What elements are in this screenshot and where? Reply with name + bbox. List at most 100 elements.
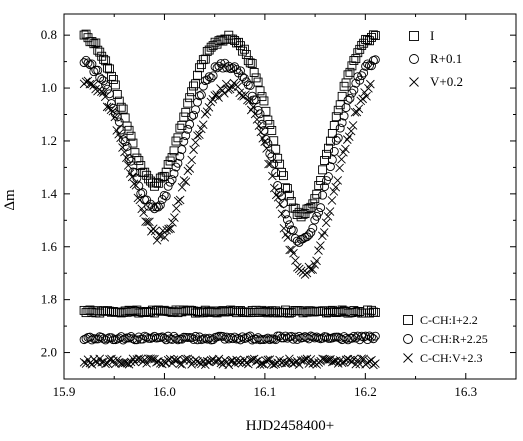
data-point bbox=[289, 248, 298, 258]
data-point bbox=[153, 202, 163, 212]
data-point bbox=[185, 119, 195, 129]
data-point bbox=[267, 125, 277, 135]
data-point bbox=[341, 78, 351, 88]
data-point bbox=[118, 104, 128, 114]
data-point bbox=[341, 355, 351, 365]
data-point bbox=[148, 354, 157, 364]
plot-border bbox=[63, 13, 517, 380]
data-point bbox=[262, 144, 271, 153]
data-point bbox=[266, 159, 275, 169]
data-point bbox=[362, 92, 371, 101]
data-point bbox=[345, 93, 355, 103]
data-point bbox=[239, 44, 249, 54]
data-point bbox=[346, 126, 356, 136]
data-point bbox=[146, 354, 155, 364]
data-point bbox=[110, 112, 120, 122]
data-point bbox=[282, 215, 292, 225]
plot-frame bbox=[63, 13, 517, 380]
data-point bbox=[183, 98, 193, 108]
series-4 bbox=[79, 331, 380, 345]
data-point bbox=[251, 357, 261, 366]
data-point bbox=[154, 230, 164, 240]
data-point bbox=[91, 38, 101, 48]
data-point bbox=[361, 61, 371, 71]
data-point bbox=[267, 152, 277, 162]
series-2 bbox=[79, 76, 375, 279]
data-point bbox=[110, 80, 120, 90]
y-tick-label: 2.0 bbox=[41, 345, 57, 360]
legend-lower-symbol-0 bbox=[403, 315, 413, 325]
data-point bbox=[312, 189, 322, 199]
data-point bbox=[322, 149, 331, 159]
data-point bbox=[345, 67, 355, 77]
data-point bbox=[230, 62, 240, 72]
data-point bbox=[284, 220, 294, 230]
data-point bbox=[191, 105, 200, 115]
data-point bbox=[329, 121, 339, 130]
data-point bbox=[337, 91, 347, 101]
data-point bbox=[116, 102, 126, 112]
x-tick-label: 16.3 bbox=[454, 384, 477, 399]
data-point bbox=[177, 120, 187, 130]
data-point bbox=[181, 131, 191, 141]
data-point bbox=[132, 335, 142, 345]
data-point bbox=[250, 109, 260, 119]
data-point bbox=[364, 84, 373, 93]
data-point bbox=[316, 241, 325, 250]
data-point bbox=[114, 117, 124, 127]
data-point bbox=[257, 359, 267, 368]
data-point bbox=[269, 183, 279, 193]
data-point bbox=[339, 81, 349, 91]
legend-upper-symbols bbox=[409, 31, 419, 87]
data-point bbox=[320, 182, 329, 192]
data-point bbox=[253, 77, 263, 87]
data-point bbox=[202, 107, 212, 116]
data-point bbox=[226, 356, 236, 366]
data-point bbox=[273, 358, 282, 368]
data-point bbox=[248, 102, 258, 112]
data-point bbox=[175, 195, 185, 205]
data-point bbox=[195, 130, 204, 140]
data-point bbox=[179, 176, 189, 185]
data-point bbox=[198, 81, 208, 91]
data-point bbox=[166, 224, 175, 233]
data-point bbox=[349, 56, 359, 65]
data-point bbox=[87, 335, 97, 345]
data-point bbox=[306, 202, 316, 212]
data-point bbox=[134, 354, 144, 364]
data-point bbox=[120, 147, 129, 157]
data-point bbox=[183, 124, 193, 134]
data-point bbox=[312, 211, 322, 221]
data-point bbox=[191, 138, 200, 147]
data-point bbox=[331, 182, 341, 192]
data-point bbox=[325, 162, 335, 172]
y-axis-title: Δm bbox=[2, 189, 18, 211]
data-point bbox=[175, 151, 185, 161]
data-point bbox=[165, 156, 175, 166]
data-point bbox=[173, 133, 183, 143]
data-point bbox=[127, 172, 137, 182]
data-point bbox=[268, 171, 277, 181]
data-point bbox=[314, 207, 324, 217]
data-point bbox=[296, 356, 306, 365]
data-point bbox=[347, 357, 357, 367]
series-5 bbox=[79, 354, 380, 370]
legend-lower-symbol-1 bbox=[403, 334, 413, 344]
data-point bbox=[241, 90, 250, 99]
data-point bbox=[204, 72, 214, 82]
data-point bbox=[189, 145, 198, 155]
data-point bbox=[107, 99, 116, 108]
data-point bbox=[214, 93, 223, 102]
data-point bbox=[223, 85, 233, 94]
x-axis-title: HJD2458400+ bbox=[246, 418, 334, 434]
data-point bbox=[108, 106, 118, 116]
data-point bbox=[325, 207, 335, 216]
y-tick-label: 1.6 bbox=[41, 239, 58, 254]
data-point bbox=[120, 137, 130, 147]
data-point bbox=[333, 176, 343, 185]
data-point bbox=[337, 155, 346, 164]
data-point bbox=[370, 308, 380, 317]
data-point bbox=[160, 232, 170, 242]
data-point bbox=[135, 195, 145, 205]
data-point bbox=[331, 356, 341, 366]
